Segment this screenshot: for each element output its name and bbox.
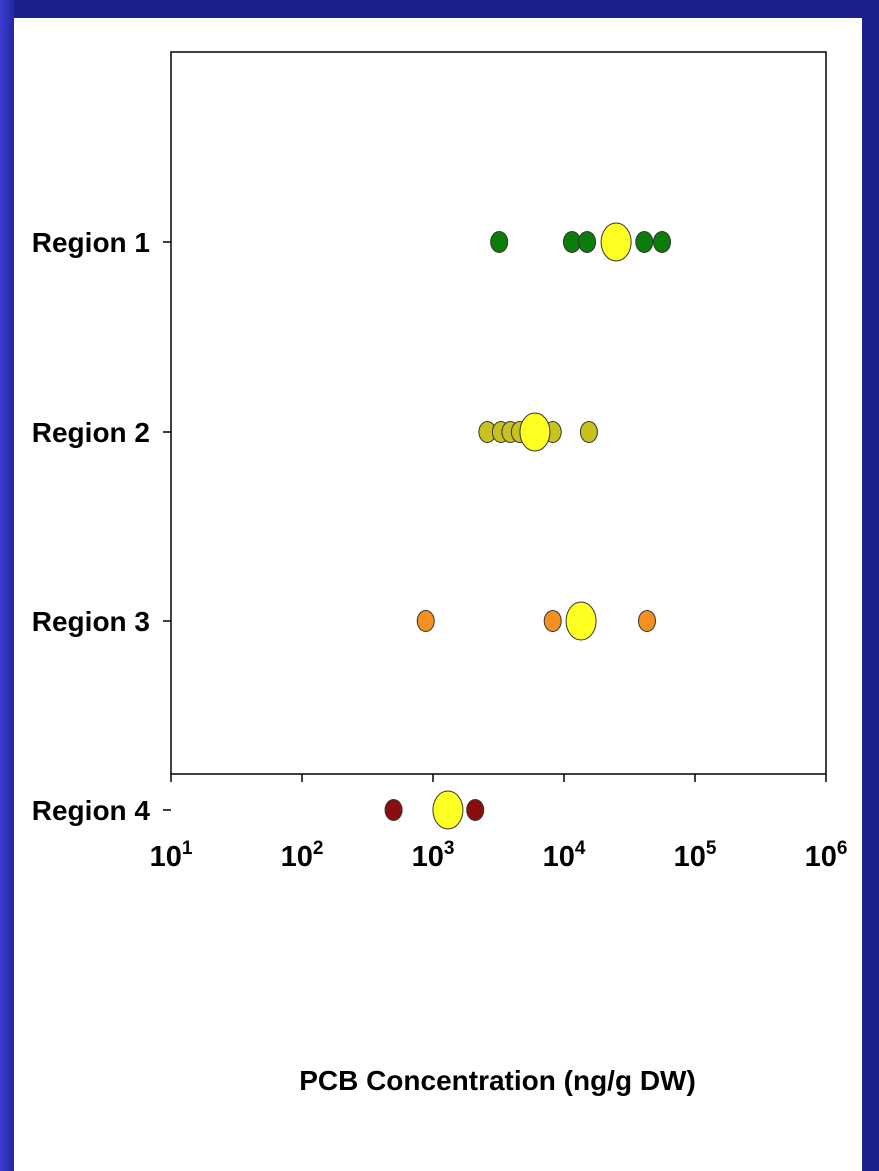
summary-point [432,790,464,830]
x-tick-label: 106 [805,838,848,873]
summary-point [519,412,551,452]
x-axis-tick-labels: 101 102 103 104 105 106 [150,838,848,873]
data-point [416,610,435,632]
data-point [635,231,654,253]
y-axis-ticks [163,241,171,811]
summary-points [432,222,632,830]
summary-point [600,222,632,262]
data-point [543,610,562,632]
data-point [384,799,403,821]
data-points [384,231,672,821]
x-tick-label: 104 [543,838,586,873]
x-axis-ticks [170,774,827,782]
slide-left-edge [0,0,14,1171]
category-label: Region 1 [32,227,150,258]
y-axis-category-labels: Region 1 Region 2 Region 3 Region 4 [32,227,151,826]
data-point [637,610,656,632]
category-label: Region 4 [32,795,151,826]
chart-panel [14,18,862,1171]
data-point [466,799,485,821]
plot-area-frame [170,51,827,775]
x-tick-label: 102 [281,838,324,873]
x-tick-label: 105 [674,838,717,873]
data-point [490,231,509,253]
category-label: Region 2 [32,417,150,448]
category-label: Region 3 [32,606,150,637]
x-tick-label: 101 [150,838,193,873]
x-axis-title: PCB Concentration (ng/g DW) [299,1065,696,1096]
data-point [562,231,581,253]
data-point [578,231,597,253]
x-tick-label: 103 [412,838,455,873]
data-point [579,421,598,443]
data-point [653,231,672,253]
summary-point [565,601,597,641]
